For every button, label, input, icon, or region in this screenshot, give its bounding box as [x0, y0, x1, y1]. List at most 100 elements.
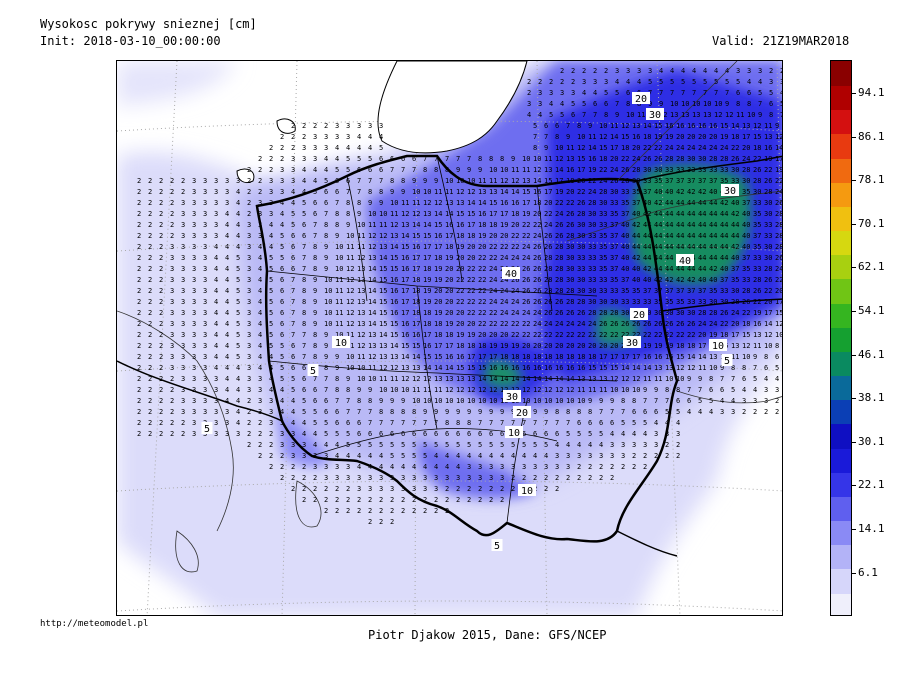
grid-value: 2: [148, 287, 152, 295]
grid-value: 2: [181, 430, 185, 438]
country-borders: [117, 154, 782, 557]
grid-value: 40: [731, 199, 739, 207]
grid-value: 6: [434, 430, 438, 438]
grid-value: 15: [390, 254, 398, 262]
grid-value: 8: [324, 221, 328, 229]
grid-value: 26: [533, 287, 541, 295]
grid-value: 3: [390, 485, 394, 493]
grid-value: 35: [742, 188, 750, 196]
grid-value: 30: [698, 155, 706, 163]
grid-value: 7: [324, 210, 328, 218]
grid-value: 14: [412, 221, 420, 229]
grid-value: 35: [599, 254, 607, 262]
grid-value: 2: [610, 463, 614, 471]
colorbar-tick: [852, 136, 856, 138]
grid-value: 12: [687, 364, 695, 372]
grid-value: 5: [236, 309, 240, 317]
grid-value: 33: [577, 265, 585, 273]
contour-label: 5: [494, 541, 500, 552]
grid-value: 4: [665, 419, 669, 427]
grid-value: 18: [478, 221, 486, 229]
grid-value: 12: [412, 210, 420, 218]
grid-value: 9: [725, 100, 729, 108]
grid-value: 13: [357, 298, 365, 306]
grid-value: 2: [467, 485, 471, 493]
grid-value: 14: [511, 188, 519, 196]
contour-label: 5: [724, 356, 730, 367]
grid-value: 5: [709, 397, 713, 405]
grid-value: 7: [291, 287, 295, 295]
grid-value: 3: [291, 441, 295, 449]
grid-value: 7: [302, 353, 306, 361]
grid-value: 6: [610, 419, 614, 427]
grid-value: 12: [445, 386, 453, 394]
grid-value: 2: [577, 474, 581, 482]
grid-value: 6: [291, 243, 295, 251]
grid-value: 3: [280, 419, 284, 427]
grid-value: 9: [588, 122, 592, 130]
grid-value: 2: [148, 276, 152, 284]
grid-value: 7: [302, 331, 306, 339]
grid-value: 2: [291, 133, 295, 141]
grid-value: 30: [676, 309, 684, 317]
grid-value: 3: [269, 177, 273, 185]
grid-value: 4: [214, 320, 218, 328]
grid-value: 18: [489, 221, 497, 229]
grid-value: 26: [577, 199, 585, 207]
contour-label-box: [518, 484, 536, 496]
grid-value: 35: [632, 287, 640, 295]
grid-value: 11: [478, 177, 486, 185]
grid-value: 3: [302, 441, 306, 449]
grid-value: 2: [390, 496, 394, 504]
grid-value: 8: [401, 408, 405, 416]
grid-value: 2: [302, 463, 306, 471]
grid-value: 9: [368, 386, 372, 394]
grid-value: 35: [654, 298, 662, 306]
grid-value: 16: [698, 122, 706, 130]
grid-value: 28: [676, 155, 684, 163]
grid-value: 2: [500, 496, 504, 504]
grid-value: 3: [467, 474, 471, 482]
grid-value: 5: [302, 199, 306, 207]
grid-value: 12: [775, 133, 783, 141]
grid-value: 2: [159, 364, 163, 372]
grid-value: 16: [709, 122, 717, 130]
grid-value: 2: [159, 342, 163, 350]
colorbar-segment: [831, 351, 851, 377]
grid-value: 3: [632, 441, 636, 449]
grid-value: 18: [467, 342, 475, 350]
grid-value: 2: [280, 144, 284, 152]
grid-value: 26: [555, 221, 563, 229]
colorbar-segment: [831, 496, 851, 522]
grid-value: 18: [478, 342, 486, 350]
grid-value: 8: [335, 375, 339, 383]
grid-value: 44: [654, 232, 662, 240]
grid-value: 5: [659, 78, 663, 86]
grid-value: 20: [467, 320, 475, 328]
grid-value: 2: [423, 507, 427, 515]
grid-value: 20: [577, 177, 585, 185]
grid-value: 12: [599, 133, 607, 141]
grid-value: 8: [313, 353, 317, 361]
grid-value: 19: [445, 254, 453, 262]
grid-value: 8: [604, 111, 608, 119]
grid-value: 11: [731, 353, 739, 361]
grid-value: 2: [258, 430, 262, 438]
grid-value: 19: [478, 232, 486, 240]
grid-value: 24: [555, 320, 563, 328]
grid-value: 3: [566, 452, 570, 460]
grid-value: 2: [170, 221, 174, 229]
grid-value: 35: [676, 298, 684, 306]
grid-value: 4: [236, 397, 240, 405]
grid-value: 10: [478, 397, 486, 405]
grid-value: 30: [687, 155, 695, 163]
grid-value: 10: [379, 210, 387, 218]
grid-value: 13: [401, 221, 409, 229]
grid-value: 3: [280, 177, 284, 185]
grid-value: 26: [577, 309, 585, 317]
grid-value: 10: [599, 122, 607, 130]
grid-value: 6: [335, 408, 339, 416]
grid-value: 30: [654, 309, 662, 317]
source-url: http://meteomodel.pl: [40, 619, 149, 629]
grid-value: 40: [621, 254, 629, 262]
